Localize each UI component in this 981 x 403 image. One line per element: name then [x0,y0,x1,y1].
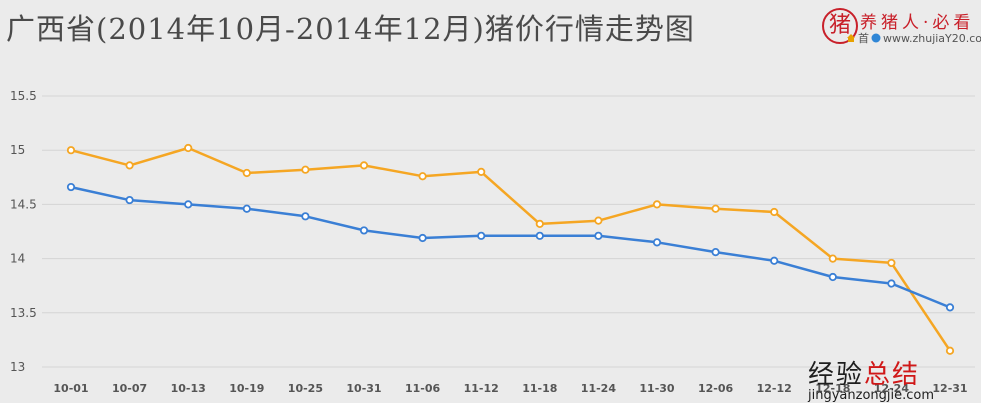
house-icon [847,34,855,42]
series-point [711,247,720,257]
x-tick-label: 12-31 [932,382,967,395]
globe-icon [871,33,881,43]
series-point [828,254,837,263]
y-tick-label: 13.5 [10,306,37,320]
x-tick-label: 11-12 [464,382,499,395]
x-tick-label: 12-18 [815,382,850,395]
x-tick-label: 10-31 [346,382,381,395]
logo-name: 养猪人·必看 [860,13,975,33]
series-point [535,219,544,229]
series-point [125,195,134,205]
series-point [418,233,427,243]
y-tick-label: 14.5 [10,197,37,211]
series-point [66,146,76,155]
series-point [887,258,896,268]
series-point [184,200,193,209]
series-point [418,172,427,181]
series-point [301,165,310,174]
x-tick-label: 10-25 [288,382,323,395]
chart-title: 广西省(2014年10月-2014年12月)猪价行情走势图 [6,12,695,46]
watermark-main: 经验总结 [808,354,934,391]
series-point [242,204,251,213]
x-tick-label: 11-06 [405,382,441,395]
series-point [828,272,837,282]
series-point [184,143,193,153]
series-point [66,182,76,192]
x-tick-label: 12-24 [874,382,910,395]
watermark-main-text: 经验 [808,360,865,390]
x-tick-label: 11-30 [639,382,675,395]
x-tick-label: 12-12 [757,382,792,395]
x-tick-label: 10-19 [229,382,264,395]
logo-seal-icon: 猪 [822,8,858,44]
series-point [652,238,662,247]
y-tick-label: 15 [10,143,25,157]
series-point [535,231,544,240]
logo-url-text: www.zhujiaY20.com [883,32,981,45]
series-point [770,207,779,217]
series-point [652,200,662,209]
series-point [359,226,369,235]
series-point [945,303,955,312]
y-tick-label: 14 [10,252,25,266]
watermark-url: jingyanzongjie.com [808,388,935,403]
series-line-1 [70,185,951,309]
x-tick-label: 10-07 [112,382,147,395]
x-tick-label: 10-13 [171,382,206,395]
series-point [594,231,603,240]
watermark: 经验总结 jingyanzongjie.com [808,354,934,403]
series-line-0 [70,146,952,352]
series-point [242,168,251,178]
series-point [125,161,134,170]
series-point [711,204,720,213]
x-tick-label: 11-24 [581,382,617,395]
series-point [945,346,955,355]
x-tick-label: 11-18 [522,382,557,395]
watermark-accent-text: 总结 [864,360,921,390]
series-point [887,279,896,288]
series-point [359,161,369,170]
series-point [594,216,603,225]
y-tick-label: 13 [10,360,25,374]
series-point [770,256,779,265]
series-point [477,167,486,176]
y-tick-label: 15.5 [10,89,37,103]
series-point [301,212,310,221]
x-tick-label: 12-06 [698,382,734,395]
logo-url-prefix: 首 [858,32,869,45]
series-point [477,231,486,240]
x-tick-label: 10-01 [53,382,88,395]
